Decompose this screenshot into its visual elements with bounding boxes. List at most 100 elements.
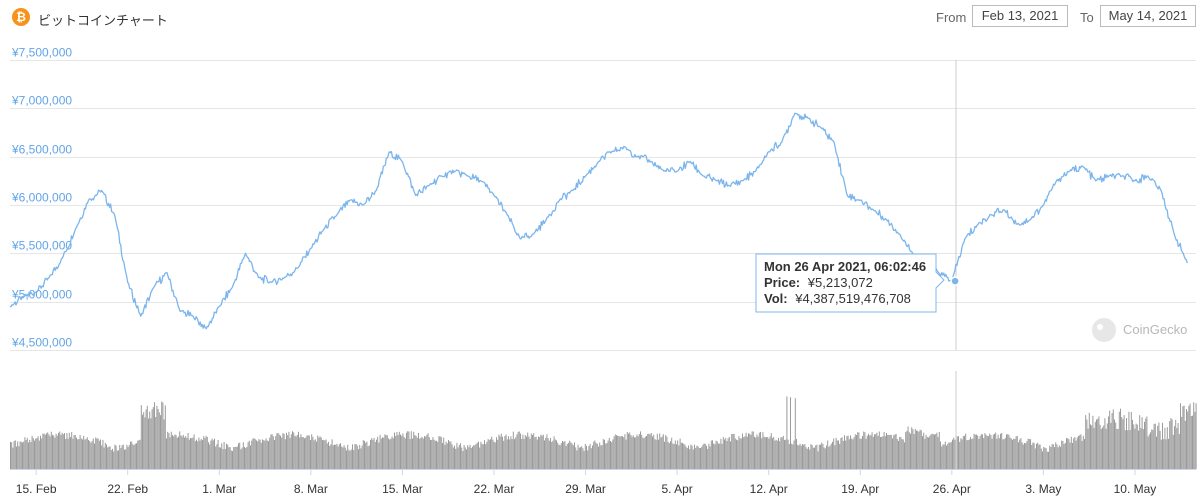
volume-bar: [214, 438, 215, 469]
volume-bar: [520, 433, 521, 469]
volume-bar: [224, 449, 226, 469]
volume-bar: [575, 447, 577, 469]
volume-bar: [32, 438, 34, 469]
volume-bar: [814, 447, 815, 469]
volume-bar: [1174, 426, 1175, 469]
volume-bar: [229, 447, 231, 469]
volume-bar: [629, 432, 631, 469]
volume-bar: [119, 445, 121, 469]
to-date-input[interactable]: [1100, 5, 1196, 27]
volume-bar: [176, 437, 178, 469]
volume-bar: [740, 438, 742, 469]
volume-bar: [614, 434, 616, 469]
volume-bar: [1133, 424, 1135, 469]
volume-bar: [473, 445, 475, 469]
volume-bar: [180, 435, 182, 469]
volume-bar: [1166, 427, 1168, 469]
volume-bar: [1067, 438, 1069, 469]
volume-bar: [712, 440, 713, 469]
volume-bar: [1070, 436, 1072, 469]
volume-bar: [366, 441, 368, 469]
volume-bar: [295, 436, 297, 469]
volume-bar: [666, 436, 668, 469]
volume-bar: [338, 444, 340, 469]
price-line: [9, 112, 1188, 330]
volume-bar: [496, 437, 497, 469]
volume-bar: [414, 435, 416, 469]
x-tick-label: 15. Mar: [382, 482, 423, 496]
volume-bar: [154, 402, 155, 469]
volume-bar: [199, 440, 201, 469]
volume-bar: [354, 444, 356, 469]
volume-bar: [882, 436, 884, 469]
volume-bar: [342, 447, 344, 469]
volume-bar: [174, 434, 176, 469]
volume-bar: [101, 445, 103, 469]
volume-bar: [500, 433, 502, 469]
x-tick-label: 10. May: [1114, 482, 1157, 496]
volume-bar: [638, 434, 640, 469]
volume-bar: [322, 440, 323, 469]
volume-bar: [1152, 429, 1154, 469]
volume-bar: [827, 440, 829, 469]
volume-bar: [376, 439, 377, 469]
volume-bar: [509, 439, 511, 469]
volume-bar: [1004, 437, 1006, 469]
volume-bar: [517, 431, 519, 469]
volume-bar: [784, 440, 785, 469]
volume-bar: [890, 434, 892, 469]
volume-bar: [202, 440, 203, 469]
volume-bar: [1016, 435, 1018, 469]
volume-bar: [577, 444, 579, 469]
volume-bar: [478, 441, 479, 469]
volume-bar: [611, 442, 613, 469]
volume-bar: [1144, 421, 1145, 469]
volume-bar: [515, 437, 517, 469]
volume-bar: [246, 446, 248, 469]
volume-bar: [526, 436, 527, 469]
volume-bar: [206, 437, 208, 469]
volume-bar: [766, 437, 767, 469]
volume-bar: [895, 433, 897, 469]
gecko-logo-icon: [1092, 318, 1116, 342]
volume-bar: [752, 431, 754, 469]
volume-bar: [270, 434, 272, 469]
volume-bar: [276, 433, 278, 469]
volume-bar: [241, 447, 243, 469]
volume-bar: [713, 443, 715, 469]
volume-bar: [392, 438, 394, 469]
volume-bar: [1121, 417, 1123, 469]
volume-bar: [280, 435, 281, 469]
volume-bar: [234, 447, 236, 469]
volume-bar: [925, 434, 927, 469]
y-tick-label: ¥5,000,000: [11, 288, 72, 302]
volume-bar: [875, 434, 877, 469]
volume-bar: [900, 437, 902, 469]
volume-bar: [415, 436, 417, 469]
volume-bar: [236, 446, 238, 469]
volume-bar: [396, 432, 398, 469]
volume-bar: [1039, 444, 1041, 469]
from-date-input[interactable]: [972, 5, 1068, 27]
volume-bar: [409, 439, 411, 469]
volume-bar: [846, 436, 848, 469]
volume-bar: [652, 436, 653, 469]
volume-bar: [654, 438, 656, 469]
volume-bar: [905, 432, 907, 469]
volume-bar: [1080, 434, 1082, 469]
volume-bar: [634, 437, 635, 469]
volume-bar: [521, 438, 523, 469]
volume-bar: [1022, 444, 1024, 469]
volume-bar: [665, 435, 667, 469]
volume-bar: [653, 434, 655, 469]
volume-bar: [306, 435, 308, 469]
volume-bar: [288, 431, 290, 469]
volume-bar: [208, 442, 209, 469]
volume-bar: [1027, 438, 1029, 469]
volume-bar: [144, 417, 146, 469]
gecko-eye-icon: [1097, 324, 1103, 330]
volume-bar: [1170, 418, 1172, 469]
volume-bar: [916, 430, 917, 469]
volume-bar: [108, 446, 110, 469]
